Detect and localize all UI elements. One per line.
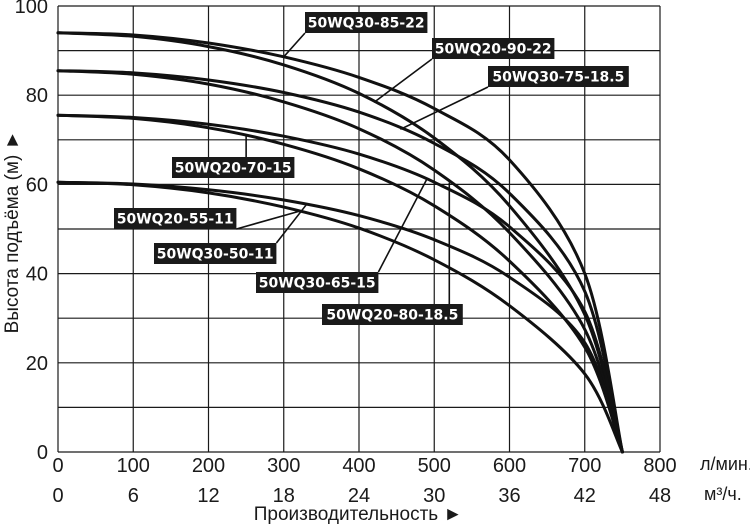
x-tick-label-bottom: 36	[498, 485, 520, 507]
series-label-box	[322, 304, 463, 325]
series-label-box	[256, 272, 379, 293]
x-tick-label-bottom: 18	[273, 485, 295, 507]
x-tick-label-bottom: 24	[348, 485, 370, 507]
label-leader-line	[275, 204, 307, 244]
series-label-box	[432, 38, 555, 59]
series-curve	[56, 31, 624, 454]
series-label: 50WQ30-75-18.5	[492, 70, 624, 86]
series-label: 50WQ20-80-18.5	[326, 308, 458, 324]
y-tick-label: 100	[15, 0, 48, 18]
x-tick-label-top: 200	[192, 455, 225, 477]
x-tick-label-bottom: 12	[197, 485, 219, 507]
y-tick-label: 20	[26, 353, 48, 375]
x-tick-label-top: 800	[643, 455, 676, 477]
series-labels: 50WQ30-85-22 50WQ20-90-22 50WQ30-75-18.5 50…	[114, 12, 629, 325]
series-label: 50WQ20-90-22	[435, 42, 552, 58]
x-tick-label-bottom: 0	[52, 485, 63, 507]
series-curve	[56, 69, 624, 454]
series-label-box	[305, 12, 428, 33]
y-tick-label: 0	[37, 442, 48, 464]
series-label-box	[488, 66, 629, 87]
curves	[56, 31, 624, 454]
series-curve	[56, 113, 624, 454]
x-tick-label-top: 300	[267, 455, 300, 477]
y-tick-label: 40	[26, 264, 48, 286]
series-curve	[56, 113, 624, 454]
x-tick-label-top: 400	[342, 455, 375, 477]
label-leader-line	[236, 210, 300, 230]
label-leader-line	[377, 178, 428, 273]
x-tick-label-top: 100	[117, 455, 150, 477]
x-axis-title: Производительность ►	[254, 504, 463, 525]
x-tick-label-top: 0	[52, 455, 63, 477]
label-leaders	[236, 32, 489, 304]
series-label: 50WQ30-85-22	[308, 16, 425, 32]
series-curve	[56, 69, 624, 454]
y-axis-title: Высота подъёма (м) ►	[2, 131, 23, 334]
y-tick-label: 60	[26, 174, 48, 196]
x-tick-label-bottom: 42	[574, 485, 596, 507]
series-label: 50WQ30-65-15	[259, 276, 376, 292]
series-label: 50WQ30-50-11	[157, 247, 274, 263]
series-label: 50WQ20-55-11	[117, 212, 234, 228]
x-tick-label-top: 700	[568, 455, 601, 477]
series-label: 50WQ20-70-15	[175, 161, 292, 177]
label-leader-line	[283, 32, 306, 58]
x-tick-label-bottom: 48	[649, 485, 671, 507]
x-tick-label-top: 600	[493, 455, 526, 477]
label-leader-line	[400, 86, 489, 131]
series-label-box	[172, 157, 295, 178]
series-curve	[56, 180, 624, 454]
x-tick-label-bottom: 30	[423, 485, 445, 507]
x-unit-bottom: м³/ч.	[704, 484, 742, 504]
x-tick-label-top: 500	[418, 455, 451, 477]
label-leader-line	[373, 58, 433, 103]
series-curve	[56, 180, 624, 454]
x-tick-label-bottom: 6	[128, 485, 139, 507]
x-unit-top: л/мин.	[700, 454, 750, 474]
series-label-box	[154, 243, 277, 264]
y-tick-label: 80	[26, 85, 48, 107]
series-label-box	[114, 208, 237, 229]
